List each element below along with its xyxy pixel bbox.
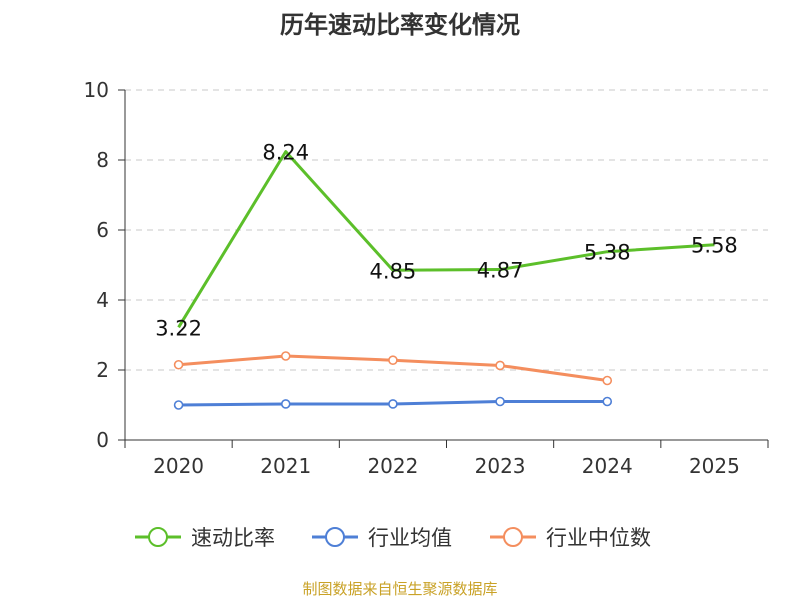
legend-swatch-marker bbox=[325, 527, 345, 547]
x-tick-label: 2020 bbox=[153, 454, 204, 478]
series-line-0 bbox=[177, 150, 715, 329]
x-tick-label: 2022 bbox=[367, 454, 418, 478]
y-tick-label: 10 bbox=[84, 78, 109, 102]
chart-title: 历年速动比率变化情况 bbox=[280, 11, 520, 39]
x-tick-label: 2025 bbox=[689, 454, 740, 478]
x-tick-label: 2024 bbox=[582, 454, 633, 478]
series-point bbox=[280, 399, 291, 409]
legend-item-2[interactable]: 行业中位数 bbox=[490, 526, 651, 550]
legend: 速动比率 行业均值 行业中位数 bbox=[135, 526, 651, 550]
series-point bbox=[388, 399, 398, 409]
data-labels: 3.22 8.24 4.85 4.87 5.38 5.58 bbox=[155, 141, 738, 341]
series-point bbox=[388, 355, 398, 366]
data-label: 4.87 bbox=[477, 259, 524, 283]
series-point bbox=[602, 375, 613, 386]
legend-swatch-marker bbox=[148, 527, 168, 547]
y-tick-label: 6 bbox=[96, 218, 109, 242]
legend-item-1[interactable]: 行业均值 bbox=[312, 526, 452, 550]
data-label: 5.38 bbox=[584, 241, 631, 265]
legend-swatch-marker bbox=[503, 527, 523, 547]
y-tick-label: 8 bbox=[96, 148, 109, 172]
series-point bbox=[173, 400, 184, 410]
y-tick-label: 4 bbox=[96, 288, 109, 312]
data-label: 5.58 bbox=[691, 234, 738, 258]
x-tick-label: 2023 bbox=[475, 454, 526, 478]
series-point bbox=[280, 351, 291, 361]
series-layer bbox=[173, 150, 715, 410]
legend-label: 行业均值 bbox=[368, 526, 452, 550]
legend-item-0[interactable]: 速动比率 bbox=[135, 526, 275, 550]
x-tick-label: 2021 bbox=[260, 454, 311, 478]
axes: 0 2 4 6 8 10 2020 2021 2022 2023 2024 2025 bbox=[84, 78, 769, 478]
series-point bbox=[495, 360, 505, 371]
legend-label: 行业中位数 bbox=[546, 526, 651, 550]
y-tick-label: 0 bbox=[96, 428, 109, 452]
legend-label: 速动比率 bbox=[191, 526, 275, 550]
data-label: 3.22 bbox=[155, 316, 202, 340]
data-label: 4.85 bbox=[370, 259, 417, 283]
data-label: 8.24 bbox=[262, 141, 309, 165]
series-point bbox=[495, 396, 505, 407]
y-tick-label: 2 bbox=[96, 358, 109, 382]
gridlines bbox=[125, 89, 768, 371]
series-point bbox=[602, 396, 613, 407]
source-note: 制图数据来自恒生聚源数据库 bbox=[302, 580, 497, 598]
series-point bbox=[173, 359, 184, 370]
